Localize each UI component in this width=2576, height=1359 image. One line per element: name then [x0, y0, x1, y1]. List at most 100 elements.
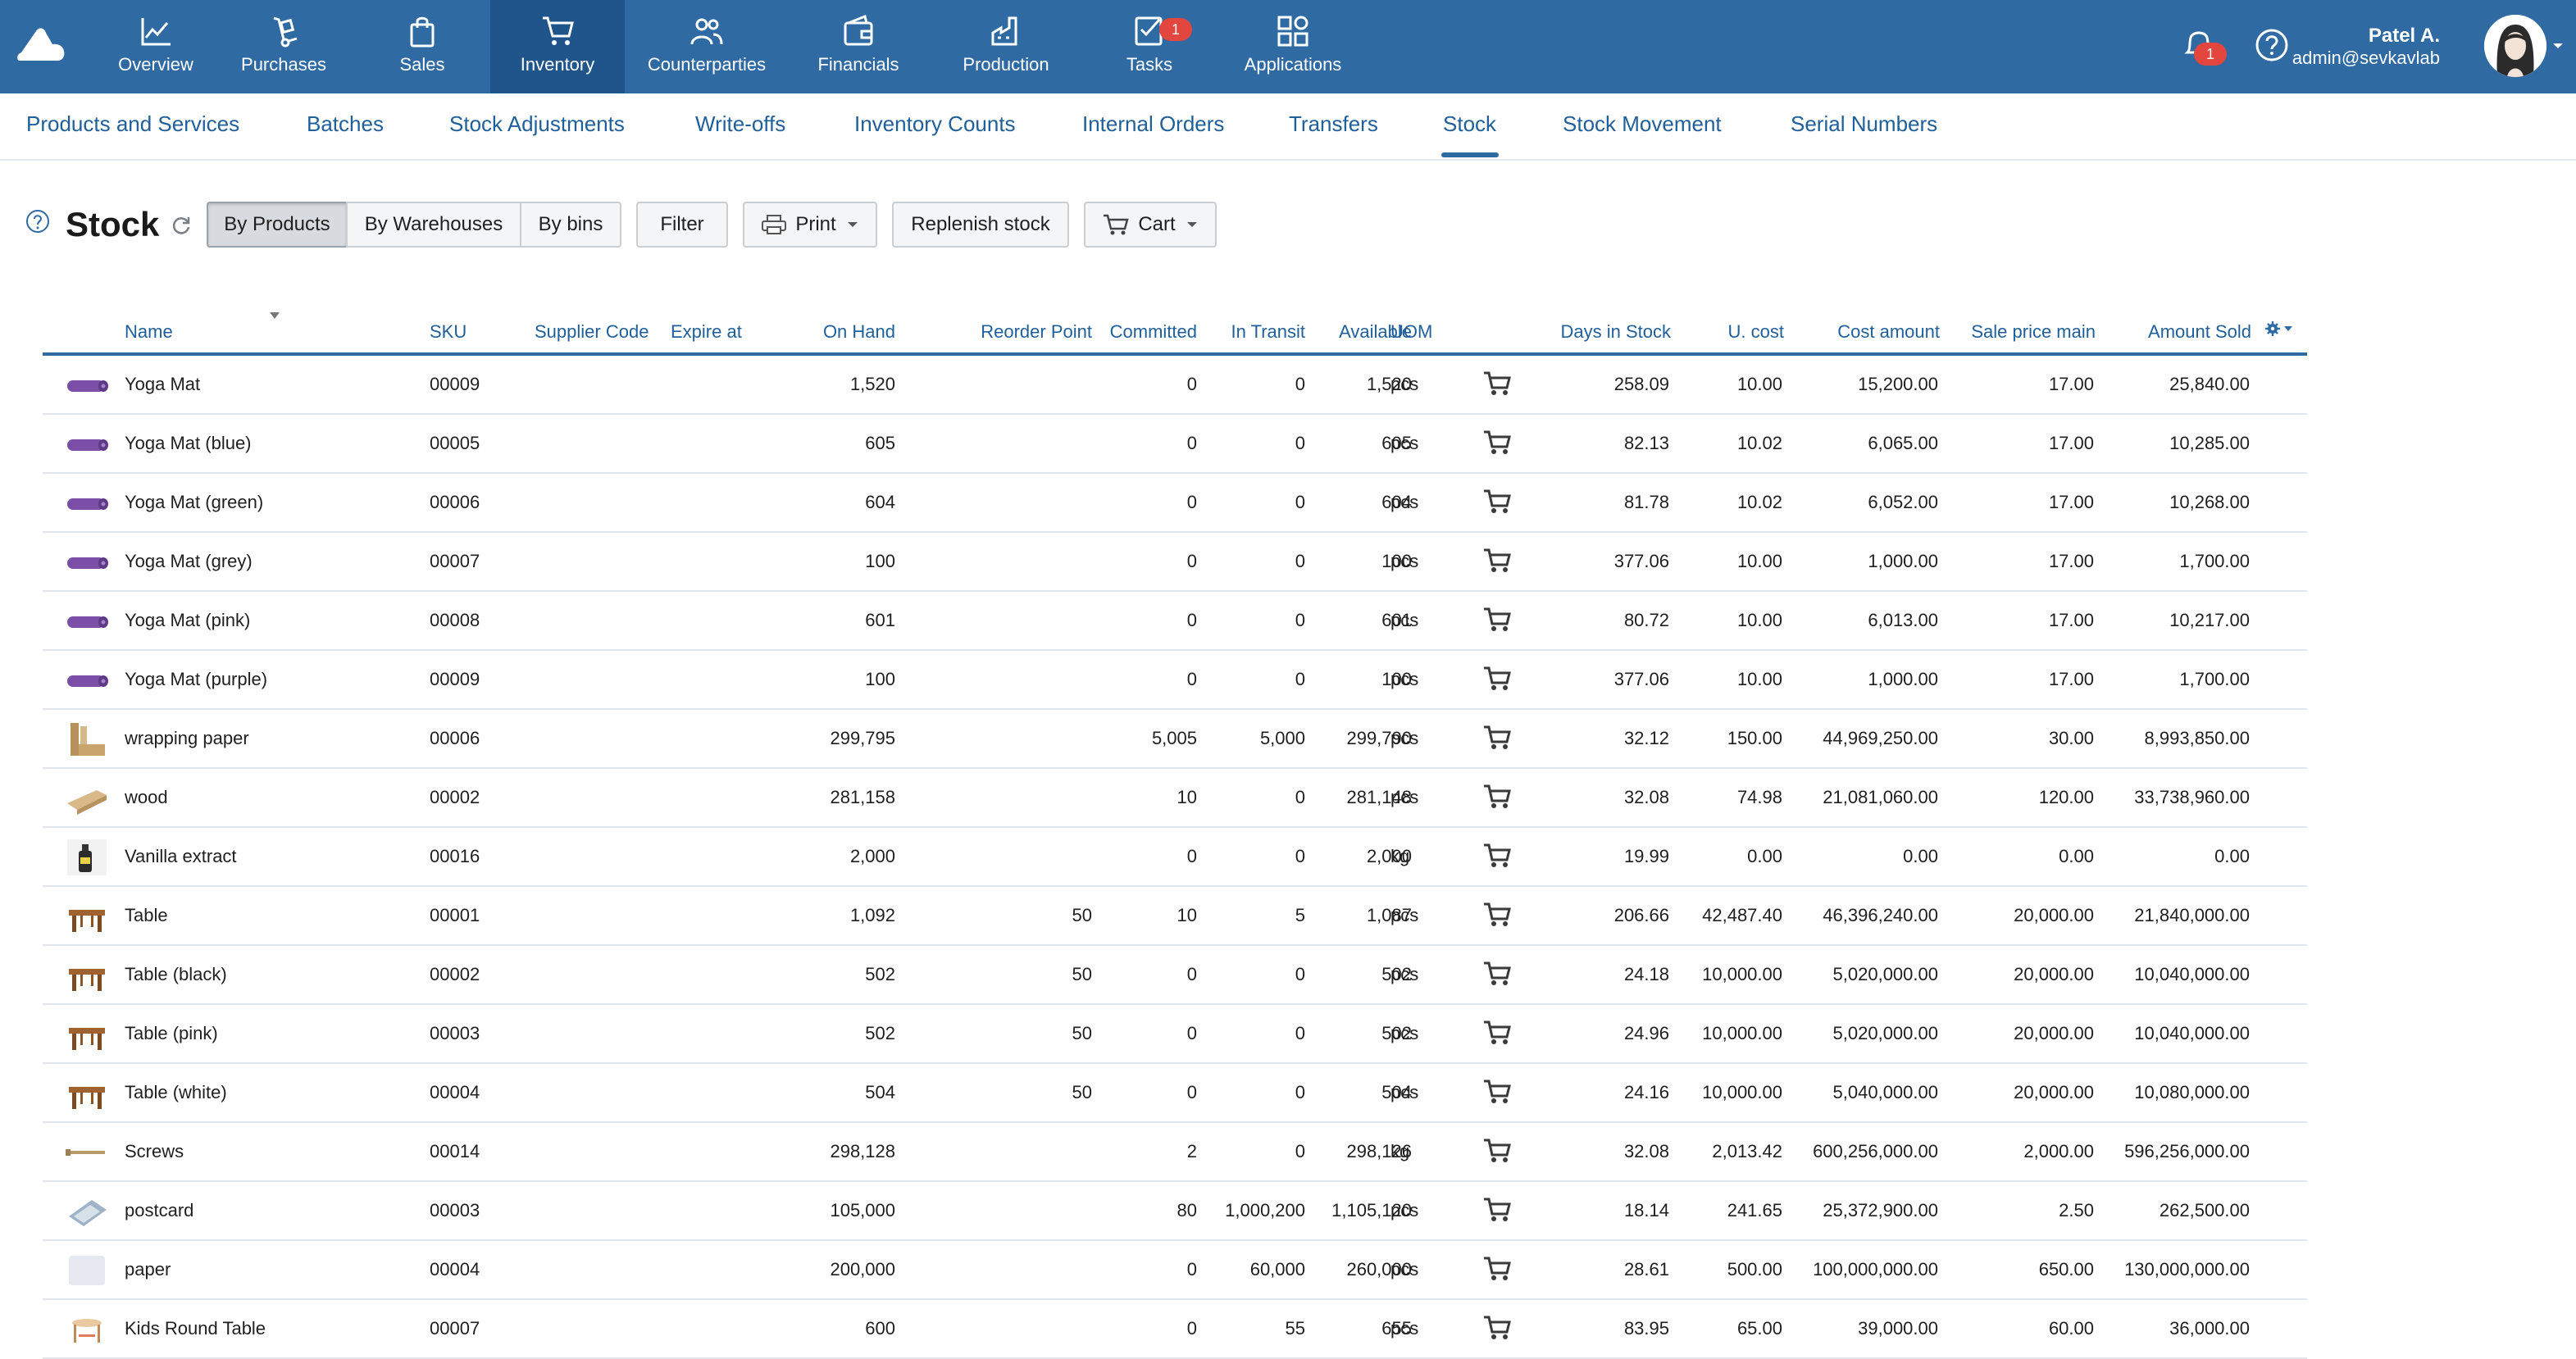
col-supplier-code[interactable]: Supplier Code	[535, 321, 649, 342]
table-row[interactable]: wood 00002 281,158 10 0 281,148 pcs 32.0…	[43, 769, 2307, 828]
add-to-cart-icon[interactable]	[1482, 843, 1512, 869]
tab-stock-adjustments[interactable]: Stock Adjustments	[449, 111, 625, 136]
col-committed[interactable]: Committed	[1109, 321, 1197, 342]
add-to-cart-icon[interactable]	[1482, 1138, 1512, 1164]
cell-name[interactable]: Table	[125, 905, 168, 925]
table-row[interactable]: Table (white) 00004 504 50 0 0 504 pcs 2…	[43, 1064, 2307, 1123]
col-on-hand[interactable]: On Hand	[822, 321, 895, 342]
by-warehouses-button[interactable]: By Warehouses	[346, 202, 521, 248]
cell-name[interactable]: wood	[125, 787, 168, 807]
tab-batches[interactable]: Batches	[307, 111, 384, 136]
col-expire-at[interactable]: Expire at	[671, 321, 742, 342]
tab-products-and-services[interactable]: Products and Services	[26, 111, 240, 136]
table-row[interactable]: Screws 00014 298,128 2 0 298,126 kg 32.0…	[43, 1123, 2307, 1182]
col-sale-price-main[interactable]: Sale price main	[1971, 321, 2096, 342]
add-to-cart-icon[interactable]	[1482, 1315, 1512, 1341]
nav-purchases[interactable]: Purchases	[213, 0, 354, 93]
tab-serial-numbers[interactable]: Serial Numbers	[1791, 111, 1938, 136]
cell-name[interactable]: Table (black)	[125, 964, 227, 984]
add-to-cart-icon[interactable]	[1482, 961, 1512, 987]
col-sku[interactable]: SKU	[430, 321, 467, 342]
cell-name[interactable]: Screws	[125, 1141, 184, 1161]
nav-production[interactable]: Production	[928, 0, 1084, 93]
col-amount-sold[interactable]: Amount Sold	[2148, 321, 2251, 342]
cell-name[interactable]: paper	[125, 1259, 171, 1279]
user-email[interactable]: admin@sevkavlab	[2292, 48, 2440, 68]
replenish-stock-button[interactable]: Replenish stock	[892, 202, 1069, 248]
add-to-cart-icon[interactable]	[1482, 1020, 1512, 1046]
table-row[interactable]: Kids Round Table 00007 600 0 55 655 pcs …	[43, 1300, 2307, 1359]
col-reorder-point[interactable]: Reorder Point	[981, 321, 1092, 342]
help-icon[interactable]	[2255, 28, 2289, 62]
tab-internal-orders[interactable]: Internal Orders	[1082, 111, 1225, 136]
cell-name[interactable]: Table (white)	[125, 1082, 227, 1102]
nav-tasks[interactable]: Tasks 1	[1084, 0, 1215, 93]
add-to-cart-icon[interactable]	[1482, 1079, 1512, 1105]
sort-desc-icon[interactable]	[269, 311, 280, 320]
filter-button[interactable]: Filter	[636, 202, 728, 248]
print-button[interactable]: Print	[743, 202, 877, 248]
tab-inventory-counts[interactable]: Inventory Counts	[854, 111, 1016, 136]
cell-name[interactable]: Kids Round Table	[125, 1318, 266, 1339]
table-row[interactable]: Table (black) 00002 502 50 0 0 502 pcs 2…	[43, 946, 2307, 1005]
table-row[interactable]: Yoga Mat (purple) 00009 100 0 0 100 pcs …	[43, 651, 2307, 710]
add-to-cart-icon[interactable]	[1482, 607, 1512, 633]
user-name[interactable]: Patel A.	[2368, 25, 2440, 47]
by-products-button[interactable]: By Products	[207, 202, 348, 248]
add-to-cart-icon[interactable]	[1482, 784, 1512, 810]
nav-inventory[interactable]: Inventory	[490, 0, 625, 93]
col-uom[interactable]: UOM	[1390, 321, 1433, 342]
cell-name[interactable]: Table (pink)	[125, 1023, 218, 1043]
add-to-cart-icon[interactable]	[1482, 725, 1512, 751]
nav-counterparties[interactable]: Counterparties	[625, 0, 789, 93]
table-row[interactable]: Table (pink) 00003 502 50 0 0 502 pcs 24…	[43, 1005, 2307, 1064]
add-to-cart-icon[interactable]	[1482, 666, 1512, 692]
col-days-in-stock[interactable]: Days in Stock	[1560, 321, 1672, 342]
add-to-cart-icon[interactable]	[1482, 430, 1512, 456]
col-name[interactable]: Name	[125, 321, 173, 342]
nav-sales[interactable]: Sales	[354, 0, 490, 93]
add-to-cart-icon[interactable]	[1482, 370, 1512, 397]
table-row[interactable]: Yoga Mat (blue) 00005 605 0 0 605 pcs 82…	[43, 415, 2307, 474]
cell-name[interactable]: Yoga Mat (pink)	[125, 610, 251, 630]
nav-applications[interactable]: Applications	[1215, 0, 1371, 93]
help-icon[interactable]	[25, 208, 51, 234]
cell-name[interactable]: Yoga Mat (green)	[125, 492, 264, 512]
table-row[interactable]: Yoga Mat (grey) 00007 100 0 0 100 pcs 37…	[43, 533, 2307, 592]
chevron-down-icon[interactable]	[2551, 41, 2565, 51]
add-to-cart-icon[interactable]	[1482, 489, 1512, 515]
tab-write-offs[interactable]: Write-offs	[695, 111, 786, 136]
cell-name[interactable]: Yoga Mat (grey)	[125, 551, 253, 571]
add-to-cart-icon[interactable]	[1482, 1256, 1512, 1282]
tab-stock[interactable]: Stock	[1443, 111, 1497, 136]
cart-button[interactable]: Cart	[1084, 202, 1217, 248]
table-row[interactable]: postcard 00003 105,000 80 1,000,200 1,10…	[43, 1182, 2307, 1241]
gear-icon[interactable]	[2264, 320, 2294, 338]
add-to-cart-icon[interactable]	[1482, 902, 1512, 928]
col-unit-cost[interactable]: U. cost	[1727, 321, 1784, 342]
tab-stock-movement[interactable]: Stock Movement	[1563, 111, 1722, 136]
cell-name[interactable]: Vanilla extract	[125, 846, 237, 866]
table-row[interactable]: Yoga Mat (pink) 00008 601 0 0 601 pcs 80…	[43, 592, 2307, 651]
add-to-cart-icon[interactable]	[1482, 548, 1512, 574]
table-row[interactable]: Yoga Mat 00009 1,520 0 0 1,520 pcs 258.0…	[43, 356, 2307, 415]
cell-name[interactable]: Yoga Mat (purple)	[125, 669, 268, 689]
add-to-cart-icon[interactable]	[1482, 1197, 1512, 1223]
refresh-icon[interactable]	[171, 215, 192, 236]
cell-name[interactable]: Yoga Mat	[125, 374, 201, 394]
table-row[interactable]: paper 00004 200,000 0 60,000 260,000 pcs…	[43, 1241, 2307, 1300]
by-bins-button[interactable]: By bins	[520, 202, 621, 248]
table-row[interactable]: wrapping paper 00006 299,795 5,005 5,000…	[43, 710, 2307, 769]
cell-name[interactable]: wrapping paper	[125, 728, 249, 748]
table-row[interactable]: Yoga Mat (green) 00006 604 0 0 604 pcs 8…	[43, 474, 2307, 533]
col-cost-amount[interactable]: Cost amount	[1837, 321, 1940, 342]
table-row[interactable]: Table 00001 1,092 50 10 5 1,087 pcs 206.…	[43, 887, 2307, 946]
cell-name[interactable]: Yoga Mat (blue)	[125, 433, 252, 453]
nav-financials[interactable]: Financials	[789, 0, 928, 93]
cloud-logo-icon[interactable]	[15, 25, 67, 66]
table-row[interactable]: Vanilla extract 00016 2,000 0 0 2,000 kg…	[43, 828, 2307, 887]
col-available[interactable]: Available	[1339, 321, 1412, 342]
nav-overview[interactable]: Overview	[98, 0, 213, 93]
cell-name[interactable]: postcard	[125, 1200, 194, 1220]
col-in-transit[interactable]: In Transit	[1231, 321, 1305, 342]
